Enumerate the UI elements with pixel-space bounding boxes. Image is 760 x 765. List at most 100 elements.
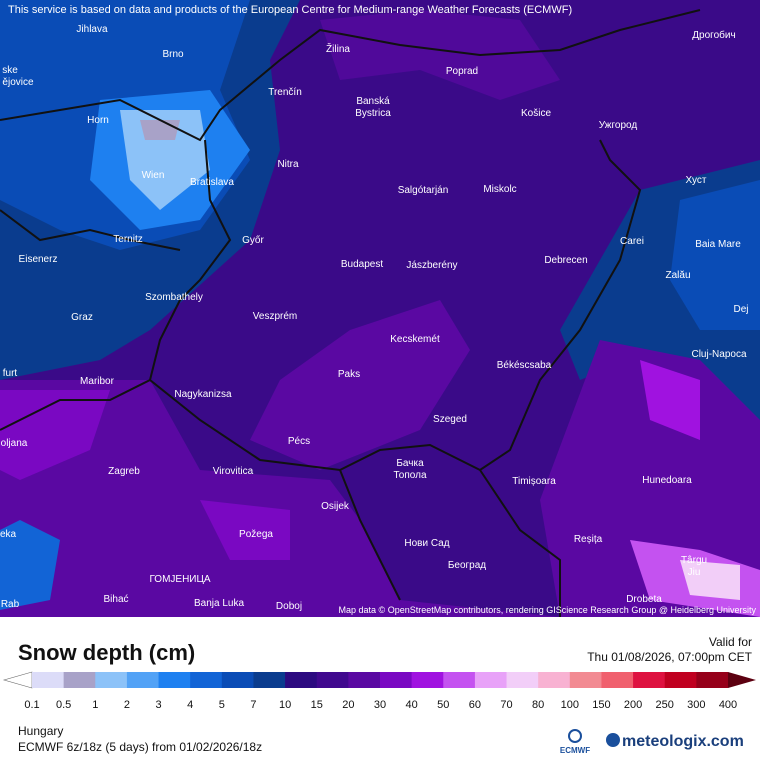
place-label: Miskolc: [483, 184, 516, 195]
color-bar: 0.1 0.5 1 2 3 4 5 7 10 15 20 30 40 50 60 70 80 100 150 200 2…: [2, 671, 756, 711]
color-swatch: [63, 672, 96, 688]
place-label: Бачка: [396, 458, 424, 469]
place-label: Banja Luka: [194, 598, 244, 609]
place-label: Bratislava: [190, 177, 234, 188]
place-label: Нови Сад: [404, 538, 449, 549]
place-label: Košice: [521, 108, 551, 119]
place-label: Београд: [448, 560, 486, 571]
place-label: furt: [3, 368, 18, 379]
model-info: ECMWF 6z/18z (5 days) from 01/02/2026/18…: [18, 740, 262, 754]
place-label: Debrecen: [544, 255, 587, 266]
place-label: Zalău: [665, 270, 690, 281]
level-label: 2: [124, 699, 130, 711]
place-label: Bihać: [103, 594, 128, 605]
place-labels: Jihlava Brno Žilina Poprad Дрогобич Trenčín Ba…: [0, 24, 749, 612]
place-label: Nitra: [277, 159, 299, 170]
level-label: 1: [92, 699, 98, 711]
map: [0, 0, 760, 617]
place-label: Graz: [71, 312, 93, 323]
place-label: Pécs: [288, 436, 310, 447]
level-label: 10: [279, 699, 291, 711]
place-label: Drobeta: [626, 594, 662, 605]
level-label: 15: [311, 699, 323, 711]
place-label: Žilina: [326, 42, 350, 55]
place-label: ske: [2, 65, 18, 76]
over-triangle: [728, 672, 756, 688]
color-swatch: [221, 672, 254, 688]
level-label: 100: [561, 699, 579, 711]
place-label: Szombathely: [145, 292, 203, 303]
place-label: Ternitz: [113, 234, 142, 245]
level-label: 40: [406, 699, 418, 711]
ecmwf-logo: ECMWF: [560, 746, 590, 755]
level-label: 50: [437, 699, 449, 711]
level-label: 0.5: [56, 699, 71, 711]
color-swatch: [474, 672, 507, 688]
level-label: 70: [500, 699, 512, 711]
place-label: eka: [0, 529, 16, 540]
brand-logo[interactable]: meteologix.com: [622, 733, 744, 750]
color-swatch: [158, 672, 191, 688]
level-label: 300: [687, 699, 705, 711]
place-label: Dej: [733, 304, 748, 315]
color-swatch: [633, 672, 666, 688]
color-swatch: [126, 672, 159, 688]
place-label: Ужгород: [599, 120, 638, 131]
place-label: Rab: [1, 599, 20, 610]
place-label: Хуст: [686, 175, 707, 186]
color-swatch: [380, 672, 413, 688]
place-label: Salgótarján: [398, 185, 449, 196]
place-label: Virovitica: [213, 466, 254, 477]
level-label: 250: [656, 699, 674, 711]
legend-title: Snow depth (cm): [18, 640, 195, 665]
level-label: 3: [155, 699, 161, 711]
place-label: Brno: [162, 49, 184, 60]
place-label: Eisenerz: [19, 254, 58, 265]
color-swatch: [601, 672, 634, 688]
color-swatch: [569, 672, 602, 688]
place-label: Budapest: [341, 259, 383, 270]
color-swatch: [506, 672, 539, 688]
map-attribution: Map data © OpenStreetMap contributors, r…: [339, 605, 757, 615]
place-label: ějovice: [2, 77, 34, 88]
level-label: 20: [342, 699, 354, 711]
place-label: Carei: [620, 236, 644, 247]
level-label: 400: [719, 699, 737, 711]
place-label: Požega: [239, 529, 273, 540]
brand-icon: [606, 733, 620, 747]
place-label: Paks: [338, 369, 360, 380]
level-label: 7: [250, 699, 256, 711]
place-label: Târgu: [681, 555, 707, 566]
valid-label: Valid for: [709, 635, 752, 649]
place-label: Győr: [242, 235, 264, 246]
place-label: Veszprém: [253, 311, 297, 322]
place-label: ГОМЈЕНИЦА: [149, 574, 210, 585]
place-label: Doboj: [276, 601, 302, 612]
place-label: Wien: [142, 170, 165, 181]
level-label: 150: [592, 699, 610, 711]
place-label: Bystrica: [355, 108, 391, 119]
place-label: Békéscsaba: [497, 360, 552, 371]
color-swatch: [316, 672, 349, 688]
color-swatch: [95, 672, 128, 688]
place-label: Banská: [356, 96, 390, 107]
level-label: 30: [374, 699, 386, 711]
level-label: 5: [219, 699, 225, 711]
place-label: Szeged: [433, 414, 467, 425]
under-triangle: [2, 671, 33, 689]
color-swatch: [538, 672, 571, 688]
place-label: Zagreb: [108, 466, 140, 477]
place-label: Trenčín: [268, 87, 302, 98]
place-label: Poprad: [446, 66, 478, 77]
place-label: Kecskemét: [390, 334, 440, 345]
color-swatch: [253, 672, 286, 688]
color-swatch: [696, 672, 729, 688]
place-label: Baia Mare: [695, 239, 741, 250]
valid-time: Thu 01/08/2026, 07:00pm CET: [587, 650, 752, 664]
place-label: Horn: [87, 115, 109, 126]
level-label: 4: [187, 699, 193, 711]
place-label: Reșița: [574, 534, 603, 545]
color-swatch: [411, 672, 444, 688]
